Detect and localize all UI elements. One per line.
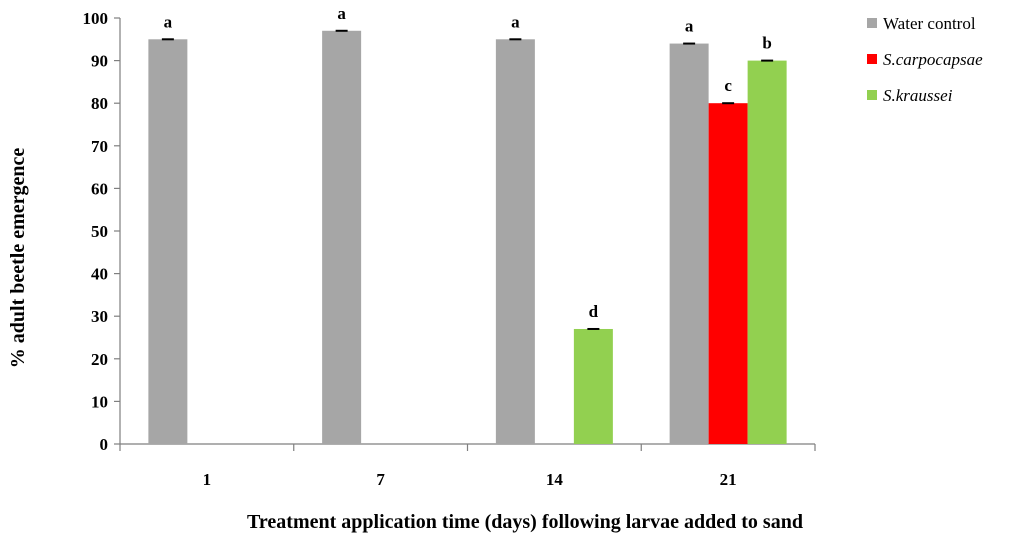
significance-label: d	[589, 302, 599, 321]
significance-label: a	[337, 4, 346, 23]
y-tick-label: 20	[91, 350, 108, 369]
bar	[573, 328, 613, 444]
x-tick-label: 21	[720, 470, 737, 489]
x-tick-label: 7	[376, 470, 385, 489]
x-axis-title: Treatment application time (days) follow…	[247, 511, 803, 533]
y-tick-label: 100	[83, 9, 109, 28]
legend-label: S.carpocapsae	[883, 50, 983, 69]
y-tick-label: 0	[100, 435, 109, 454]
y-tick-label: 10	[91, 392, 108, 411]
y-axis: 0 10 20 30 40 50 60 70 80 90 100	[83, 9, 121, 454]
y-axis-title: % adult beetle emergence	[7, 148, 29, 369]
bar	[495, 39, 535, 445]
y-tick-label: 70	[91, 137, 108, 156]
bar	[669, 43, 709, 445]
y-tick-label: 40	[91, 265, 108, 284]
legend-swatch	[867, 18, 877, 28]
x-tick-label: 14	[546, 470, 564, 489]
bars	[148, 29, 787, 445]
bar	[747, 60, 787, 444]
bar	[148, 39, 188, 445]
y-tick-label: 50	[91, 222, 108, 241]
significance-label: b	[762, 34, 771, 53]
bar	[322, 30, 362, 445]
y-tick-label: 80	[91, 94, 108, 113]
legend-label: S.kraussei	[883, 86, 953, 105]
x-tick-label: 1	[203, 470, 212, 489]
significance-label: a	[511, 12, 520, 31]
significance-label: a	[164, 12, 173, 31]
significance-label: c	[724, 76, 732, 95]
y-tick-label: 60	[91, 179, 108, 198]
legend-label: Water control	[883, 14, 976, 33]
significance-labels: a a a a c d b	[164, 4, 772, 321]
x-axis: 1 7 14 21	[119, 443, 816, 489]
legend-swatch	[867, 90, 877, 100]
bar	[708, 103, 748, 444]
y-tick-label: 30	[91, 307, 108, 326]
legend-swatch	[867, 54, 877, 64]
y-tick-label: 90	[91, 52, 108, 71]
significance-label: a	[685, 17, 694, 36]
legend: Water control S.carpocapsae S.kraussei	[867, 14, 983, 105]
